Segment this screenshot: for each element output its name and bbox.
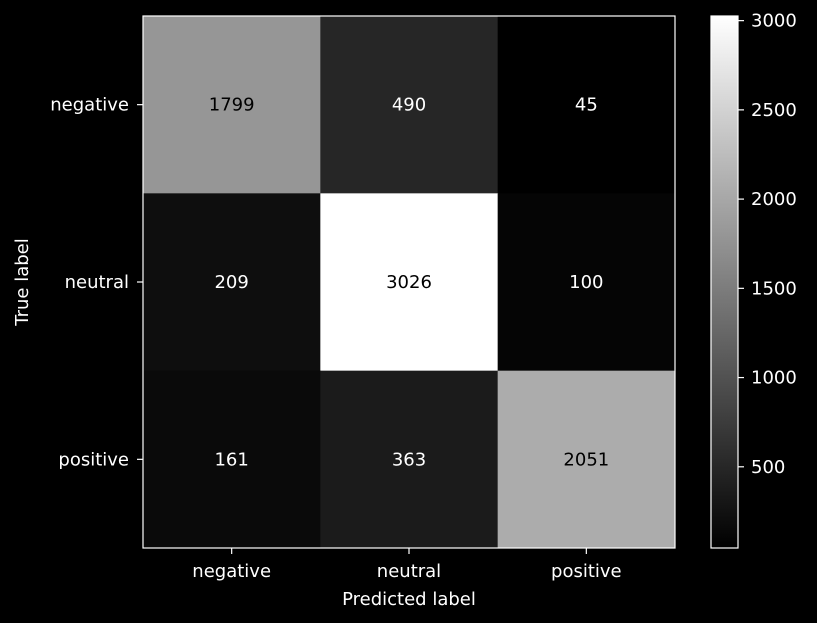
- cell-positive-positive: [497, 370, 676, 549]
- cell-value-label: 1799: [209, 95, 255, 116]
- cell-positive-neutral: [320, 370, 499, 549]
- cell-negative-positive: [497, 16, 676, 194]
- cell-value-label: 363: [392, 449, 426, 470]
- heatmap-cells: [143, 16, 676, 549]
- cell-value-label: 161: [214, 449, 248, 470]
- cell-value-label: 3026: [386, 272, 432, 293]
- colorbar-tick-label: 1000: [751, 368, 797, 389]
- cell-value-label: 45: [575, 95, 598, 116]
- y-axis-ticks: negative neutral positive: [50, 95, 143, 470]
- cell-neutral-negative: [143, 193, 321, 372]
- x-axis-ticks: negative neutral positive: [192, 548, 622, 582]
- cell-value-label: 490: [392, 95, 426, 116]
- y-tick-label: positive: [58, 449, 129, 470]
- x-tick-label: neutral: [377, 561, 441, 582]
- colorbar-tick-label: 2500: [751, 100, 797, 121]
- cell-neutral-neutral: [320, 193, 499, 372]
- y-tick-label: negative: [50, 95, 129, 116]
- x-axis-label: Predicted label: [342, 589, 476, 610]
- cell-value-label: 100: [569, 272, 603, 293]
- colorbar-tick-label: 2000: [751, 189, 797, 210]
- cell-negative-negative: [143, 16, 321, 194]
- y-tick-label: neutral: [65, 272, 129, 293]
- cell-value-labels: 1799 490 45 209 3026 100 161 363 2051: [209, 95, 609, 471]
- x-tick-label: positive: [551, 561, 622, 582]
- x-tick-label: negative: [192, 561, 271, 582]
- colorbar-tick-label: 500: [751, 457, 785, 478]
- cell-value-label: 209: [214, 272, 248, 293]
- colorbar-tick-label: 1500: [751, 278, 797, 299]
- cell-value-label: 2051: [563, 449, 609, 470]
- cell-neutral-positive: [497, 193, 676, 372]
- cell-positive-negative: [143, 370, 321, 549]
- cell-negative-neutral: [320, 16, 499, 194]
- y-axis-label: True label: [12, 238, 33, 327]
- colorbar-ticks: 500 1000 1500 2000 2500 3000: [738, 11, 797, 478]
- colorbar: [710, 15, 739, 549]
- colorbar-tick-label: 3000: [751, 11, 797, 32]
